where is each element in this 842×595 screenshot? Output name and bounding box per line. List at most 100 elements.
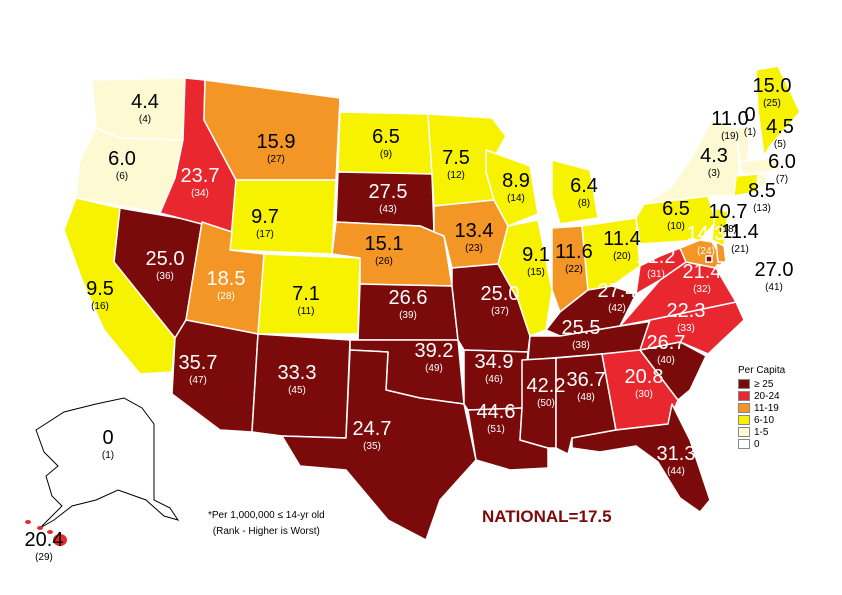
legend-label: 0 (754, 438, 760, 450)
state-mi (551, 159, 599, 225)
state-rank-me: (25) (763, 98, 781, 109)
state-value-hi: 20.4 (25, 529, 64, 551)
state-rank-tx: (35) (363, 441, 381, 452)
state-value-me: 15.0 (753, 75, 792, 97)
legend-item: 6-10 (738, 414, 785, 426)
state-ma (739, 157, 785, 175)
state-il (497, 219, 553, 337)
state-value-wv: 21.2 (637, 246, 676, 268)
state-ak (35, 397, 180, 529)
state-rank-nh: (1) (744, 127, 756, 138)
state-rank-wy: (17) (256, 229, 274, 240)
state-rank-ia: (23) (465, 243, 483, 254)
state-value-nv: 25.0 (146, 248, 185, 270)
state-value-ri: 6.0 (768, 151, 796, 173)
state-rank-ma: (5) (774, 139, 786, 150)
state-value-ms: 42.2 (527, 375, 566, 397)
state-value-wi: 8.9 (502, 170, 530, 192)
state-rank-mo: (37) (491, 306, 509, 317)
state-rank-de: (21) (731, 244, 749, 255)
state-rank-mt: (27) (267, 154, 285, 165)
state-rank-az: (47) (189, 375, 207, 386)
state-shapes (25, 65, 801, 546)
state-rank-wa: (4) (139, 114, 151, 125)
state-rank-ca: (16) (91, 301, 109, 312)
state-value-ok: 39.2 (415, 340, 454, 362)
state-rank-al: (48) (577, 392, 595, 403)
state-rank-ar: (46) (485, 374, 503, 385)
legend-label: 11-19 (754, 402, 779, 414)
state-rank-ct: (13) (753, 203, 771, 214)
state-rank-md: (24) (697, 246, 715, 257)
state-rank-ak: (1) (102, 450, 114, 461)
state-value-ky: 27.4 (598, 280, 637, 302)
legend-item: 0 (738, 438, 785, 450)
state-rank-mn: (12) (447, 170, 465, 181)
state-value-la: 44.6 (477, 401, 516, 423)
state-value-ga: 20.8 (625, 366, 664, 388)
national-average: NATIONAL=17.5 (482, 507, 612, 526)
state-dc (705, 255, 713, 263)
state-value-nj: 10.7 (709, 201, 748, 223)
state-value-va: 21.4 (683, 261, 722, 283)
legend-swatch (738, 427, 750, 437)
state-ri (757, 173, 767, 189)
state-value-nd: 6.5 (372, 126, 400, 148)
state-value-mt: 15.9 (257, 131, 296, 153)
legend-swatch (738, 391, 750, 401)
legend-swatch (738, 439, 750, 449)
state-rank-ga: (30) (635, 389, 653, 400)
state-rank-nv: (36) (156, 271, 174, 282)
state-value-az: 35.7 (179, 352, 218, 374)
state-value-id: 23.7 (181, 165, 220, 187)
state-value-oh: 11.4 (603, 228, 640, 250)
state-rank-hi: (29) (35, 552, 53, 563)
state-rank-nd: (9) (380, 149, 392, 160)
state-value-ia: 13.4 (455, 220, 494, 242)
state-me (755, 65, 801, 157)
legend-item: 20-24 (738, 390, 785, 402)
state-value-ne: 15.1 (365, 233, 404, 255)
legend-label: 20-24 (754, 390, 780, 402)
legend-item: 1-5 (738, 426, 785, 438)
state-value-ut: 18.5 (207, 268, 246, 290)
state-rank-ri: (7) (776, 174, 788, 185)
state-value-nc: 22.3 (667, 300, 706, 322)
state-rank-ny: (3) (708, 168, 720, 179)
state-value-md: 14.3 (687, 223, 726, 245)
state-rank-ky: (42) (608, 303, 626, 314)
state-rank-ok: (49) (425, 363, 443, 374)
state-value-tx: 24.7 (353, 418, 392, 440)
state-value-mo: 25.0 (481, 283, 520, 305)
state-hi (25, 520, 67, 546)
legend-item: 11-19 (738, 402, 785, 414)
state-value-tn: 25.5 (562, 317, 601, 339)
state-rank-wv: (31) (647, 269, 665, 280)
state-value-or: 6.0 (108, 148, 136, 170)
legend-items: ≥ 25 20-24 11-19 6-10 1-5 0 (738, 378, 785, 450)
state-rank-sd: (43) (379, 204, 397, 215)
state-rank-dc: (41) (765, 282, 783, 293)
state-rank-oh: (20) (613, 251, 631, 262)
state-labels: 4.4(4)6.0(6)9.5(16)25.0(36)23.7(34)15.9(… (25, 75, 796, 563)
state-value-in: 11.6 (555, 241, 592, 263)
state-value-ny: 4.3 (700, 145, 728, 167)
state-value-vt: 11.0 (711, 108, 748, 130)
state-value-ca: 9.5 (86, 278, 114, 300)
state-value-wy: 9.7 (251, 206, 279, 228)
state-wy (229, 179, 337, 255)
state-de (715, 241, 727, 263)
state-value-ma: 4.5 (766, 116, 794, 138)
state-value-nm: 33.3 (278, 362, 317, 384)
legend: Per Capita ≥ 25 20-24 11-19 6-10 1-5 0 (738, 365, 785, 450)
state-rank-tn: (38) (572, 340, 590, 351)
state-rank-nc: (33) (677, 323, 695, 334)
state-value-pa: 6.5 (662, 198, 690, 220)
legend-title: Per Capita (738, 365, 786, 376)
state-az (171, 319, 259, 433)
state-rank-vt: (19) (721, 131, 739, 142)
state-value-mn: 7.5 (442, 147, 470, 169)
state-rank-co: (11) (297, 306, 314, 317)
state-rank-ks: (39) (399, 310, 417, 321)
